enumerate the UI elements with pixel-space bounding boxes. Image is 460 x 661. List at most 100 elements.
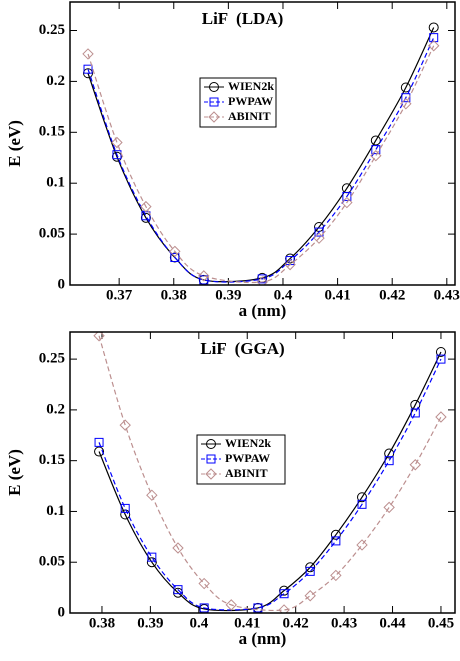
x-tick-label: 0.37	[106, 287, 133, 303]
marker	[278, 604, 290, 613]
marker	[112, 150, 122, 160]
marker	[257, 274, 267, 284]
marker	[436, 354, 446, 364]
x-tick-label: 0.43	[331, 615, 357, 631]
marker	[429, 33, 439, 43]
marker	[147, 552, 157, 562]
marker	[208, 111, 220, 123]
marker	[199, 275, 209, 285]
x-tick-label: 0.44	[379, 615, 406, 631]
marker	[120, 509, 131, 520]
marker	[253, 603, 263, 613]
series-line	[98, 335, 442, 612]
marker	[146, 557, 157, 568]
x-tick-label: 0.42	[379, 287, 405, 303]
marker	[82, 48, 94, 60]
marker	[120, 503, 130, 513]
marker	[119, 419, 131, 431]
marker	[83, 64, 93, 74]
x-tick-label: 0.41	[324, 287, 350, 303]
marker	[427, 40, 440, 52]
marker	[384, 456, 394, 466]
legend-label: WIEN2k	[225, 436, 271, 450]
x-tick-label: 0.42	[283, 615, 309, 631]
marker	[279, 589, 289, 599]
marker	[330, 529, 341, 540]
marker	[225, 599, 237, 611]
marker	[256, 276, 268, 285]
y-axis-label: E (eV)	[5, 120, 24, 167]
marker	[170, 253, 180, 263]
marker	[383, 501, 395, 514]
x-tick-label: 0.4	[189, 615, 208, 631]
marker	[209, 82, 219, 92]
y-tick-label: 0.25	[39, 351, 65, 367]
marker	[435, 347, 446, 358]
marker	[400, 82, 411, 93]
marker	[206, 454, 216, 464]
marker	[400, 98, 412, 110]
marker	[356, 539, 368, 551]
plot-frame	[69, 1, 456, 286]
y-axis-label: E (eV)	[5, 449, 24, 496]
marker	[357, 499, 367, 509]
series-line	[87, 27, 435, 283]
marker	[198, 577, 210, 590]
x-tick-label: 0.4	[274, 287, 293, 303]
marker	[173, 585, 183, 595]
series-line	[98, 351, 442, 612]
x-tick-label: 0.45	[428, 615, 454, 631]
y-tick-label: 0.15	[39, 452, 65, 468]
y-tick-label: 0.05	[39, 226, 65, 242]
marker	[172, 542, 184, 554]
marker	[313, 232, 325, 244]
marker	[305, 566, 315, 576]
marker	[435, 411, 447, 423]
marker	[146, 489, 158, 501]
y-tick-label: 0.25	[39, 22, 65, 38]
y-tick-label: 0	[58, 604, 66, 620]
legend-label: ABINIT	[225, 466, 268, 480]
marker	[428, 22, 439, 33]
chart-title: LiF (GGA)	[200, 339, 284, 358]
marker	[94, 437, 104, 447]
marker	[111, 136, 123, 149]
x-axis-label: a (nm)	[239, 301, 287, 320]
marker	[342, 191, 352, 201]
legend-label: PWPAW	[228, 94, 273, 108]
legend-label: WIEN2k	[228, 79, 274, 93]
marker	[410, 408, 420, 418]
marker	[341, 196, 353, 209]
marker	[284, 258, 296, 271]
x-tick-label: 0.39	[215, 287, 241, 303]
marker	[93, 332, 105, 342]
y-tick-label: 0.1	[46, 175, 65, 191]
marker	[314, 227, 324, 237]
chart-title: LiF (LDA)	[202, 9, 284, 28]
legend-label: PWPAW	[225, 451, 270, 465]
y-tick-label: 0.15	[39, 124, 65, 140]
marker	[209, 97, 219, 107]
x-tick-label: 0.39	[137, 615, 163, 631]
marker	[198, 270, 210, 282]
x-axis-label: a (nm)	[239, 629, 287, 648]
plot-area	[93, 332, 447, 613]
marker	[206, 439, 216, 449]
x-tick-label: 0.41	[234, 615, 260, 631]
x-tick-label: 0.38	[161, 287, 187, 303]
marker	[169, 245, 181, 258]
marker	[409, 459, 421, 471]
marker	[371, 145, 381, 155]
y-tick-label: 0.05	[39, 554, 65, 570]
legend-label: ABINIT	[228, 109, 271, 123]
plot-area	[82, 22, 440, 285]
plot-frame	[69, 331, 456, 614]
x-tick-label: 0.38	[89, 615, 115, 631]
series-line	[87, 37, 435, 283]
marker	[330, 569, 342, 582]
marker	[205, 468, 217, 480]
panel: 0 0.05 0.1 0.15 0.2 0.25 0.37 0.38 0.39 0.4 0.41 0.…	[5, 1, 460, 320]
marker	[401, 93, 411, 103]
y-tick-label: 0.2	[46, 401, 65, 417]
